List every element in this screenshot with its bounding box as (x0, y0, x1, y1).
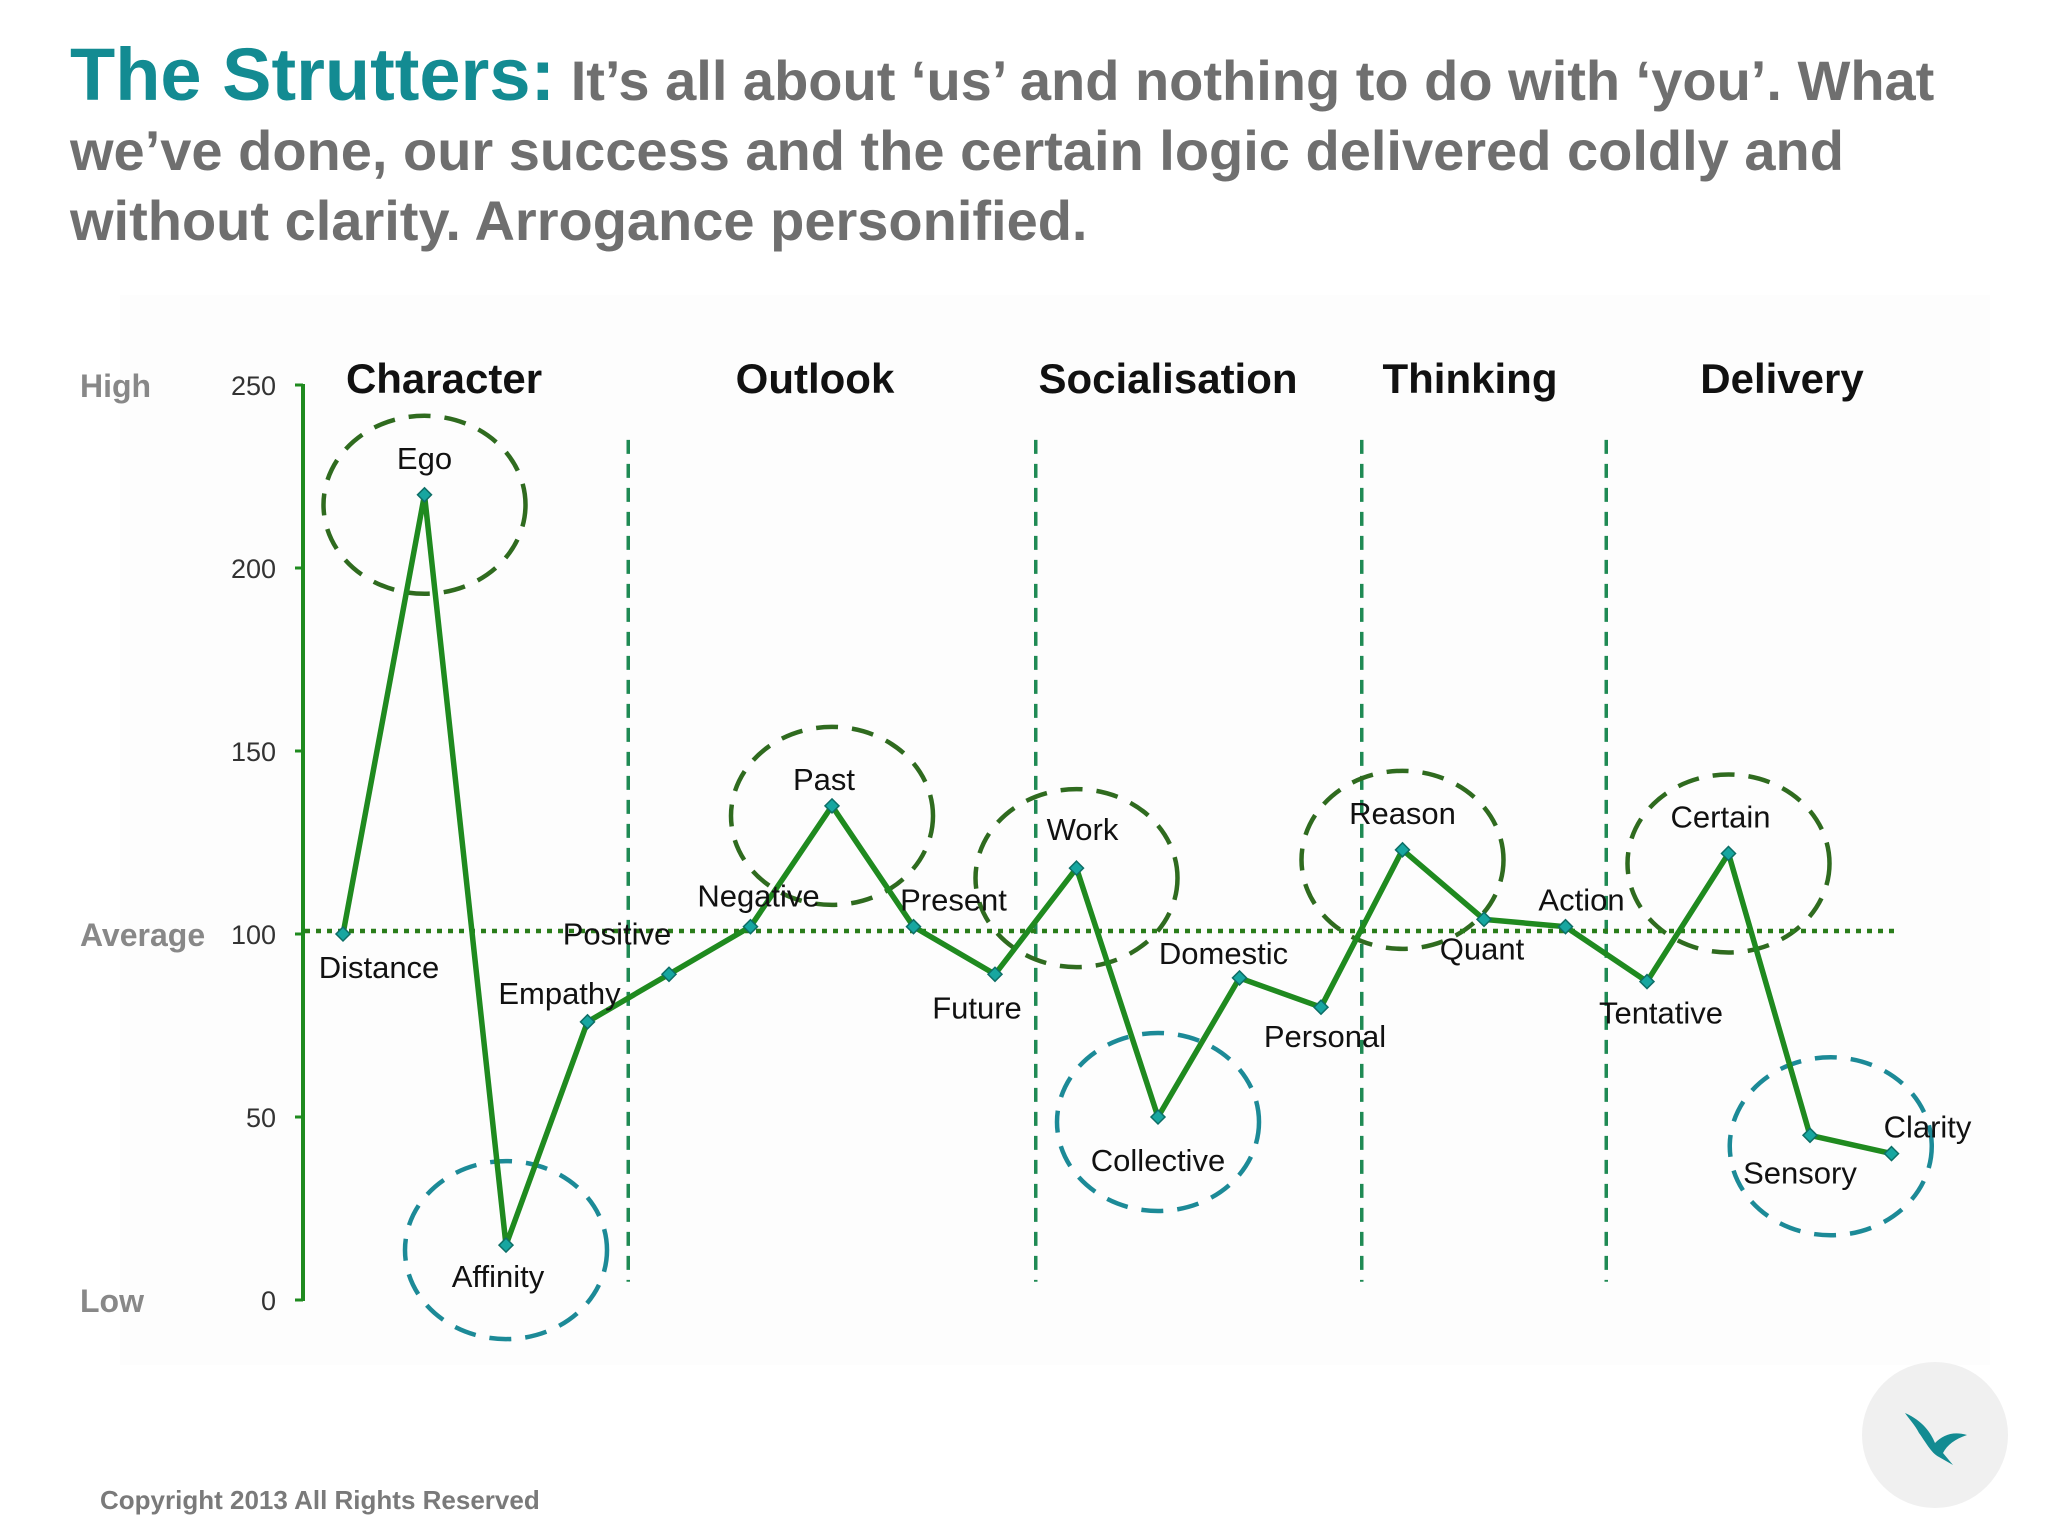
point-label: Negative (697, 879, 819, 914)
data-point (1557, 918, 1574, 935)
slide-heading: The Strutters: It’s all about ‘us’ and n… (70, 38, 2020, 256)
data-point (742, 918, 759, 935)
point-label: Certain (1671, 799, 1771, 834)
profile-line-chart: 0 50 100 150 200 250 High Average Low Character O… (80, 295, 1990, 1365)
data-point (1883, 1145, 1900, 1162)
point-label: Collective (1091, 1143, 1225, 1178)
data-point (1068, 860, 1085, 877)
data-point (497, 1237, 515, 1254)
data-point (416, 486, 433, 503)
y-level-label: Average (80, 917, 205, 953)
point-label: Affinity (452, 1259, 545, 1294)
y-tick-label: 50 (246, 1103, 276, 1133)
data-point (660, 966, 678, 983)
data-point (1801, 1127, 1819, 1144)
high-score-circle (321, 413, 528, 597)
y-tick-label: 200 (231, 554, 276, 584)
point-label: Tentative (1599, 996, 1723, 1031)
point-label: Sensory (1743, 1155, 1857, 1190)
y-tick-label: 250 (231, 371, 276, 401)
slide-subtitle: It’s all about ‘us’ and nothing to do wi… (70, 49, 1935, 252)
slide-title: The Strutters: (70, 33, 556, 116)
point-label: Personal (1264, 1019, 1386, 1054)
point-label: Reason (1349, 796, 1456, 831)
point-label: Domestic (1159, 936, 1288, 971)
low-score-circle (1054, 1030, 1262, 1214)
point-label: Empathy (498, 976, 621, 1011)
data-point (579, 1013, 596, 1030)
high-score-circle (973, 786, 1180, 970)
data-point (1638, 973, 1656, 990)
point-label: Distance (319, 950, 440, 985)
data-point (1231, 969, 1248, 986)
high-score-circle (728, 724, 936, 908)
point-label: Ego (397, 441, 452, 476)
y-level-label: High (80, 368, 151, 404)
section-header: Outlook (736, 355, 895, 402)
section-header: Thinking (1383, 355, 1558, 402)
y-tick-label: 150 (231, 737, 276, 767)
point-label: Action (1538, 883, 1624, 918)
point-label: Future (932, 990, 1022, 1025)
low-score-circle (1727, 1055, 1934, 1238)
data-point (1149, 1108, 1167, 1126)
bird-logo (1862, 1362, 2008, 1508)
data-point (1312, 999, 1330, 1016)
section-header: Delivery (1700, 355, 1864, 402)
data-point (1475, 911, 1493, 928)
data-point (986, 966, 1004, 983)
data-point (823, 797, 841, 814)
section-header: Character (346, 355, 542, 402)
high-score-circle (1299, 768, 1506, 952)
section-header: Socialisation (1038, 355, 1297, 402)
y-tick-label: 100 (231, 920, 276, 950)
data-point (1720, 845, 1737, 862)
point-label: Quant (1440, 931, 1525, 966)
point-label: Present (900, 883, 1007, 918)
data-point (1394, 841, 1411, 858)
low-score-circle (402, 1158, 610, 1342)
high-score-circle (1625, 772, 1832, 955)
y-tick-label: 0 (261, 1286, 276, 1316)
point-label: Positive (563, 916, 672, 951)
point-label: Past (793, 762, 855, 797)
series-line (340, 492, 1893, 1248)
data-point (905, 918, 922, 935)
copyright-text: Copyright 2013 All Rights Reserved (100, 1485, 540, 1515)
data-point (334, 925, 352, 943)
y-level-label: Low (80, 1283, 144, 1319)
bird-icon (1905, 1413, 1967, 1465)
chart-backdrop (120, 295, 1990, 1365)
point-label: Clarity (1884, 1110, 1972, 1145)
point-label: Work (1047, 812, 1119, 847)
